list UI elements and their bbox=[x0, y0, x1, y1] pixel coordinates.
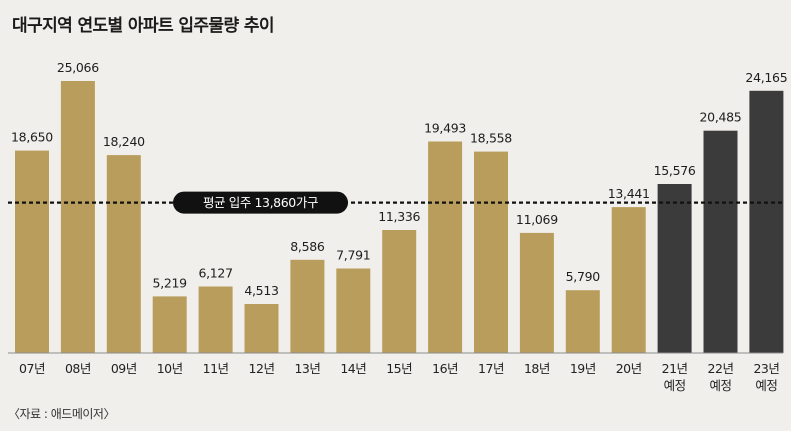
bar-09년 bbox=[106, 155, 141, 353]
bar-19년 bbox=[565, 290, 600, 353]
x-axis-tick-label: 13년 bbox=[294, 361, 320, 376]
value-label: 4,513 bbox=[244, 283, 278, 298]
x-axis-sublabel: 예정 bbox=[709, 378, 731, 393]
x-axis-sublabel: 예정 bbox=[755, 378, 777, 393]
bar-18년 bbox=[519, 232, 554, 353]
value-label: 18,650 bbox=[11, 130, 53, 145]
bar-20년 bbox=[611, 207, 646, 353]
x-axis-tick-label: 19년 bbox=[570, 361, 596, 376]
x-axis-tick-label: 12년 bbox=[249, 361, 275, 376]
x-axis-tick-label: 20년 bbox=[616, 361, 642, 376]
value-label: 5,790 bbox=[566, 269, 601, 284]
bar-10년 bbox=[152, 296, 187, 353]
value-label: 8,586 bbox=[290, 239, 325, 254]
x-axis-tick-label: 09년 bbox=[111, 361, 137, 376]
x-axis-tick-label: 07년 bbox=[19, 361, 45, 376]
source-note: 〈자료 : 애드메이저〉 bbox=[8, 407, 115, 421]
value-label: 24,165 bbox=[745, 70, 787, 85]
bar-23년 bbox=[749, 90, 784, 354]
value-label: 5,219 bbox=[153, 275, 188, 290]
average-label: 평균 입주 13,860가구 bbox=[203, 195, 318, 210]
value-label: 13,441 bbox=[608, 186, 650, 201]
bar-22년 bbox=[703, 130, 738, 353]
x-axis-tick-label: 14년 bbox=[340, 361, 366, 376]
chart-title: 대구지역 연도별 아파트 입주물량 추이 bbox=[12, 16, 275, 36]
x-axis-tick-label: 23년 bbox=[753, 361, 779, 376]
value-label: 11,069 bbox=[516, 212, 558, 227]
value-label: 6,127 bbox=[198, 266, 232, 281]
bar-13년 bbox=[290, 259, 325, 353]
bar-21년 bbox=[657, 184, 692, 353]
bar-15년 bbox=[382, 230, 417, 353]
x-axis-sublabel: 예정 bbox=[664, 378, 686, 393]
bar-14년 bbox=[336, 268, 371, 353]
average-badge: 평균 입주 13,860가구 bbox=[173, 191, 348, 214]
value-label: 20,485 bbox=[700, 110, 742, 125]
x-axis-tick-label: 11년 bbox=[203, 361, 229, 376]
bar-11년 bbox=[198, 286, 233, 353]
value-label: 19,493 bbox=[424, 121, 466, 136]
bar-17년 bbox=[474, 151, 508, 353]
x-axis-tick-label: 17년 bbox=[478, 361, 504, 376]
bar-08년 bbox=[60, 81, 95, 353]
value-label: 18,558 bbox=[470, 131, 512, 146]
x-axis-tick-label: 15년 bbox=[386, 361, 412, 376]
average-badge-background bbox=[173, 191, 348, 214]
x-axis-tick-label: 18년 bbox=[524, 361, 550, 376]
bar-group bbox=[15, 81, 784, 354]
value-label: 25,066 bbox=[57, 60, 99, 75]
value-label: 18,240 bbox=[103, 134, 145, 149]
bar-12년 bbox=[244, 304, 279, 353]
x-axis-label-group: 07년 08년 09년 10년 11년 12년 13년 14년 15년 16년 17년 18년 19년 2… bbox=[19, 361, 780, 393]
x-axis-tick-label: 21년 bbox=[662, 361, 688, 376]
x-axis-tick-label: 16년 bbox=[432, 361, 458, 376]
value-label: 15,576 bbox=[654, 163, 696, 178]
value-label-group: 18,650 25,066 18,240 5,219 6,127 4,513 8,586 7,… bbox=[11, 60, 788, 298]
x-axis-tick-label: 22년 bbox=[708, 361, 734, 376]
bar-16년 bbox=[428, 141, 463, 353]
value-label: 11,336 bbox=[378, 209, 420, 224]
bar-07년 bbox=[15, 150, 49, 353]
x-axis-tick-label: 10년 bbox=[157, 361, 183, 376]
x-axis-tick-label: 08년 bbox=[65, 361, 91, 376]
value-label: 7,791 bbox=[336, 248, 370, 263]
